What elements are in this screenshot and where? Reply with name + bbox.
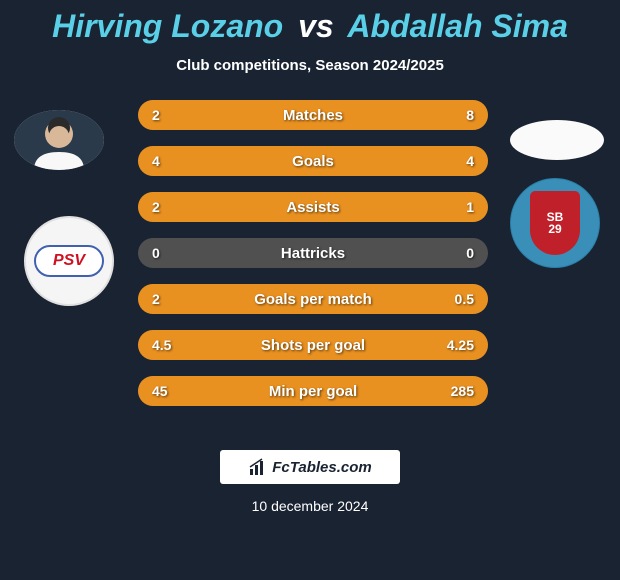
bar-label: Shots per goal [138, 330, 488, 360]
bar-label: Goals [138, 146, 488, 176]
player1-name: Hirving Lozano [52, 8, 283, 44]
chart-icon [248, 457, 268, 477]
vs-text: vs [298, 8, 334, 44]
bar-label: Min per goal [138, 376, 488, 406]
footer-date: 10 december 2024 [0, 498, 620, 514]
player2-photo [510, 120, 604, 160]
stat-bar: 00Hattricks [138, 238, 488, 268]
stat-bar: 28Matches [138, 100, 488, 130]
stat-bar: 4.54.25Shots per goal [138, 330, 488, 360]
player1-photo [14, 110, 104, 170]
bar-label: Goals per match [138, 284, 488, 314]
club-right-line2: 29 [548, 223, 561, 235]
bar-label: Matches [138, 100, 488, 130]
player1-club-logo: PSV [24, 216, 114, 306]
stat-bar: 21Assists [138, 192, 488, 222]
player2-club-logo: SB 29 [510, 178, 600, 268]
player2-name: Abdallah Sima [347, 8, 568, 44]
stat-bar: 20.5Goals per match [138, 284, 488, 314]
stat-bar: 45285Min per goal [138, 376, 488, 406]
page-title: Hirving Lozano vs Abdallah Sima [0, 0, 620, 45]
bar-label: Hattricks [138, 238, 488, 268]
brand-text: FcTables.com [272, 459, 371, 476]
stat-bars: 28Matches 44Goals 21Assists 00Hattricks 20.5… [138, 100, 488, 422]
player1-avatar-icon [14, 110, 104, 170]
sb29-badge-icon: SB 29 [530, 191, 580, 255]
psv-badge-icon: PSV [34, 245, 104, 277]
brand-logo: FcTables.com [220, 450, 400, 484]
stat-bar: 44Goals [138, 146, 488, 176]
subtitle: Club competitions, Season 2024/2025 [0, 57, 620, 74]
comparison-area: PSV SB 29 28Matches 44Goals 21Assists 00Hat… [0, 100, 620, 440]
bar-label: Assists [138, 192, 488, 222]
